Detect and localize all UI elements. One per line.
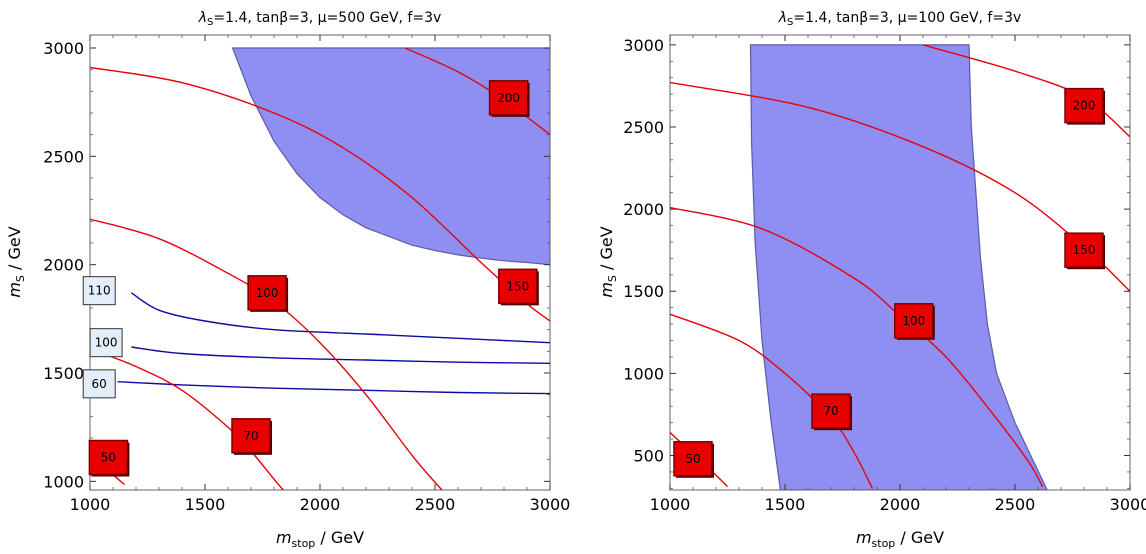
left-red-label-box <box>231 418 271 454</box>
left-red-label-box <box>88 439 129 476</box>
left-blue-label-text: 60 <box>92 377 107 391</box>
right-x-tick-label: 2500 <box>995 495 1036 514</box>
left-blue-label-text: 110 <box>88 284 111 298</box>
left-red-contour-100 <box>90 218 443 490</box>
left-red-contour-label-150: 150 <box>498 268 539 306</box>
left-blue-contour-label-60: 60 <box>82 369 116 399</box>
right-x-tick-label: 3000 <box>1110 495 1146 514</box>
right-red-contour-label-70: 70 <box>811 393 852 431</box>
right-y-tick-label: 1000 <box>623 364 664 383</box>
left-excluded-region <box>231 47 550 266</box>
left-blue-label-text: 100 <box>95 336 118 350</box>
right-red-label-text: 150 <box>1073 243 1096 257</box>
right-red-label-box <box>1064 87 1104 124</box>
right-red-label-box <box>1064 232 1104 268</box>
left-red-contour-label-100: 100 <box>247 275 289 312</box>
right-x-tick-label: 1000 <box>650 495 691 514</box>
right-y-axis-label: mS / GeV <box>597 226 619 297</box>
left-plot: 1000 1500 2000 2500 3000 1000 1500 2000 2500 3000… <box>5 10 570 550</box>
right-red-contour-label-150: 150 <box>1064 232 1105 270</box>
right-red-label-box <box>673 441 713 477</box>
right-red-contour-label-100: 100 <box>894 303 935 340</box>
left-red-label-box <box>498 268 538 305</box>
left-blue-contour-label-110: 110 <box>82 276 116 306</box>
right-title: λS=1.4, tanβ=3, μ=100 GeV, f=3v <box>778 10 1022 28</box>
right-red-label-text: 200 <box>1073 99 1096 113</box>
right-plot: 1000 1500 2000 2500 3000 500 1000 1500 2000 2500 3… <box>597 10 1146 550</box>
left-red-label-box <box>488 80 529 116</box>
left-blue-contours <box>117 292 550 395</box>
right-x-axis-label: mstop / GeV <box>856 528 944 550</box>
right-y-tick-label: 1500 <box>623 282 664 301</box>
right-red-label-text: 70 <box>823 404 838 418</box>
left-y-tick-label: 1500 <box>43 364 84 383</box>
left-red-contour-label-70: 70 <box>231 418 272 455</box>
left-red-contour-200 <box>404 47 550 136</box>
right-red-contour-70 <box>670 313 874 489</box>
right-red-contour-label-50: 50 <box>673 441 714 478</box>
right-red-contour-label-200: 200 <box>1064 87 1105 125</box>
right-y-tick-label: 2500 <box>623 118 664 137</box>
left-x-tick-label: 2000 <box>300 495 341 514</box>
left-red-contour-label-50: 50 <box>88 439 130 477</box>
right-axes: 1000 1500 2000 2500 3000 500 1000 1500 2000 2500 3… <box>623 35 1146 514</box>
left-x-tick-label: 1000 <box>70 495 111 514</box>
left-red-label-text: 70 <box>243 429 258 443</box>
right-red-label-text: 100 <box>902 314 925 328</box>
right-red-contour-200 <box>922 44 1130 138</box>
right-red-label-box <box>894 303 934 339</box>
left-red-label-text: 100 <box>256 286 279 300</box>
right-red-label-text: 50 <box>685 452 700 466</box>
right-excluded-region <box>749 44 1048 490</box>
left-red-contour-70 <box>90 348 284 490</box>
left-blue-label-box <box>82 276 116 306</box>
right-red-label-box <box>811 393 851 429</box>
left-x-axis-label: mstop / GeV <box>276 528 364 550</box>
left-y-axis-label: mS / GeV <box>5 226 27 297</box>
right-y-tick-label: 3000 <box>623 36 664 55</box>
right-y-tick-label: 500 <box>633 447 664 466</box>
left-blue-contour-110 <box>131 292 550 344</box>
left-x-tick-label: 2500 <box>415 495 456 514</box>
right-shaded-region <box>749 44 1048 490</box>
left-y-tick-label: 2500 <box>43 147 84 166</box>
right-x-tick-label: 2000 <box>880 495 921 514</box>
left-x-tick-label: 3000 <box>530 495 571 514</box>
right-y-tick-label: 2000 <box>623 200 664 219</box>
left-red-label-box <box>247 275 287 311</box>
left-blue-label-box <box>89 328 123 358</box>
left-title: λS=1.4, tanβ=3, μ=500 GeV, f=3v <box>198 10 442 28</box>
left-blue-contour-label-100: 100 <box>89 328 123 358</box>
left-y-tick-label: 3000 <box>43 39 84 58</box>
left-x-tick-label: 1500 <box>185 495 226 514</box>
left-red-label-text: 150 <box>506 279 529 293</box>
left-red-label-text: 200 <box>497 91 520 105</box>
right-contour-labels: 50 70 100 150 200 <box>673 87 1105 478</box>
left-shaded-region <box>231 47 550 266</box>
left-blue-label-box <box>82 369 116 399</box>
left-red-label-text: 50 <box>101 451 116 465</box>
left-red-contour-label-200: 200 <box>488 80 530 117</box>
left-y-tick-label: 2000 <box>43 256 84 275</box>
left-contour-labels: 110 100 60 50 70 100 150 200 <box>82 80 539 477</box>
left-blue-contour-60 <box>117 381 550 395</box>
left-y-tick-label: 1000 <box>43 472 84 491</box>
left-blue-contour-100 <box>131 346 550 364</box>
left-axes: 1000 1500 2000 2500 3000 1000 1500 2000 2500 3000 <box>43 35 570 514</box>
right-x-tick-label: 1500 <box>765 495 806 514</box>
